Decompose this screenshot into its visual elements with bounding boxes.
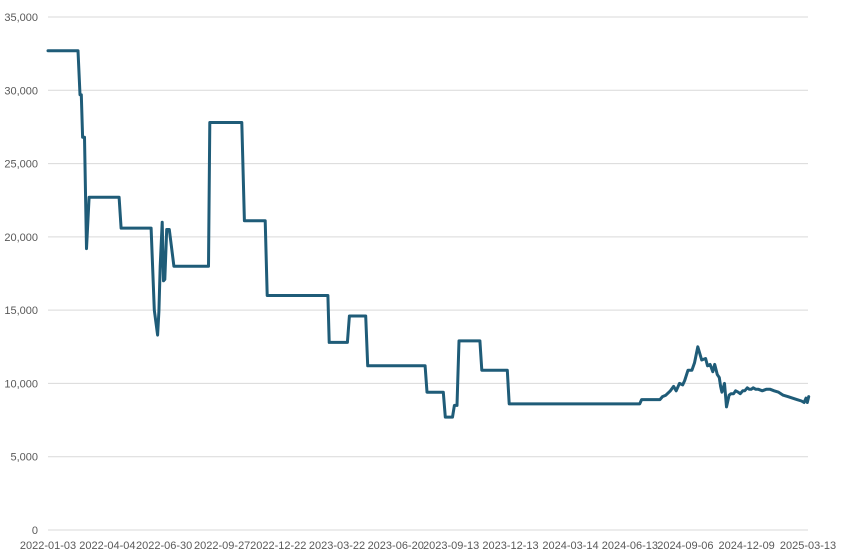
x-tick-label: 2025-03-13	[780, 540, 836, 552]
x-tick-label: 2024-06-13	[602, 540, 658, 552]
x-tick-label: 2022-09-27	[194, 540, 250, 552]
x-tick-label: 2023-03-22	[309, 540, 365, 552]
x-tick-label: 2023-06-20	[368, 540, 424, 552]
y-tick-label: 30,000	[4, 85, 38, 97]
y-tick-label: 5,000	[10, 452, 38, 464]
x-tick-label: 2024-09-06	[657, 540, 713, 552]
x-tick-label: 2023-09-13	[423, 540, 479, 552]
x-tick-label: 2024-12-09	[719, 540, 775, 552]
y-tick-label: 10,000	[4, 378, 38, 390]
y-tick-label: 25,000	[4, 159, 38, 171]
x-tick-label: 2022-12-22	[250, 540, 306, 552]
series-line-0	[46, 49, 811, 419]
x-axis-tick-labels: 2022-01-03 2022-04-04 2022-06-30 2022-09-27…	[20, 540, 836, 552]
y-tick-label: 20,000	[4, 232, 38, 244]
gridlines	[48, 16, 808, 531]
series-layer	[46, 49, 811, 419]
x-tick-label: 2022-01-03	[20, 540, 76, 552]
y-tick-label: 35,000	[4, 12, 38, 24]
y-tick-label: 15,000	[4, 305, 38, 317]
y-tick-label: 0	[32, 525, 38, 537]
x-tick-label: 2024-03-14	[542, 540, 598, 552]
y-axis-tick-labels: 0 5,000 10,000 15,000 20,000 25,000 30,000 35,0…	[4, 12, 38, 537]
x-tick-label: 2022-06-30	[136, 540, 192, 552]
x-tick-label: 2023-12-13	[482, 540, 538, 552]
x-tick-label: 2022-04-04	[79, 540, 135, 552]
